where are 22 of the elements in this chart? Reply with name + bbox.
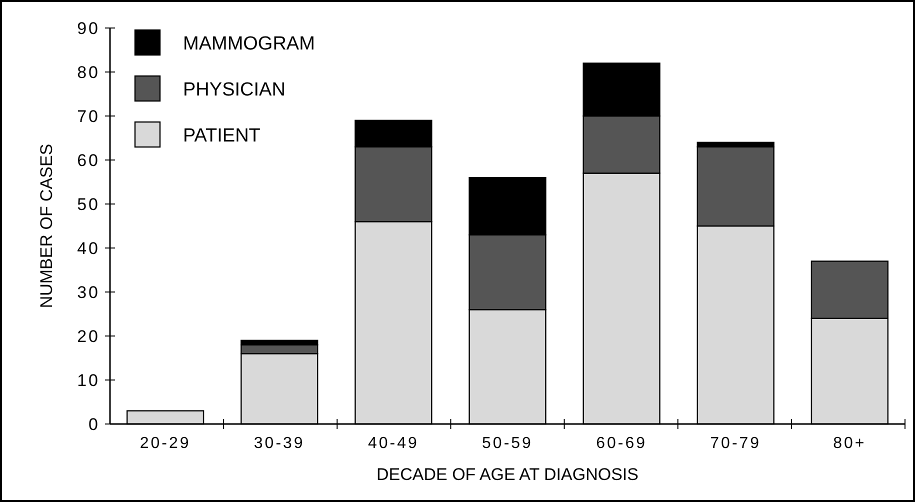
y-tick-label: 40 — [77, 238, 100, 258]
y-tick-label: 80 — [77, 62, 100, 82]
x-tick-label: 40-49 — [368, 435, 419, 452]
y-tick-label: 20 — [77, 326, 100, 346]
y-axis-title: NUMBER OF CASES — [37, 144, 56, 308]
y-tick-label: 60 — [77, 150, 100, 170]
y-tick-label: 30 — [77, 282, 100, 302]
x-tick-label: 60-69 — [596, 435, 648, 452]
x-tick-label: 30-39 — [254, 435, 305, 452]
y-tick-label: 0 — [88, 414, 100, 434]
x-tick-label: 20-29 — [140, 435, 191, 452]
legend-label: PHYSICIAN — [183, 80, 286, 101]
y-tick-label: 50 — [77, 194, 100, 214]
y-tick-label: 90 — [77, 18, 100, 38]
x-tick-label: 70-79 — [710, 435, 762, 452]
x-tick-label: 50-59 — [482, 435, 533, 452]
y-tick-label: 10 — [77, 370, 100, 390]
legend-label: MAMMOGRAM — [183, 34, 315, 55]
x-tick-label: 80+ — [833, 435, 866, 452]
legend-label: PATIENT — [183, 126, 261, 147]
y-tick-label: 70 — [77, 106, 100, 126]
x-axis-title: DECADE OF AGE AT DIAGNOSIS — [376, 465, 638, 484]
